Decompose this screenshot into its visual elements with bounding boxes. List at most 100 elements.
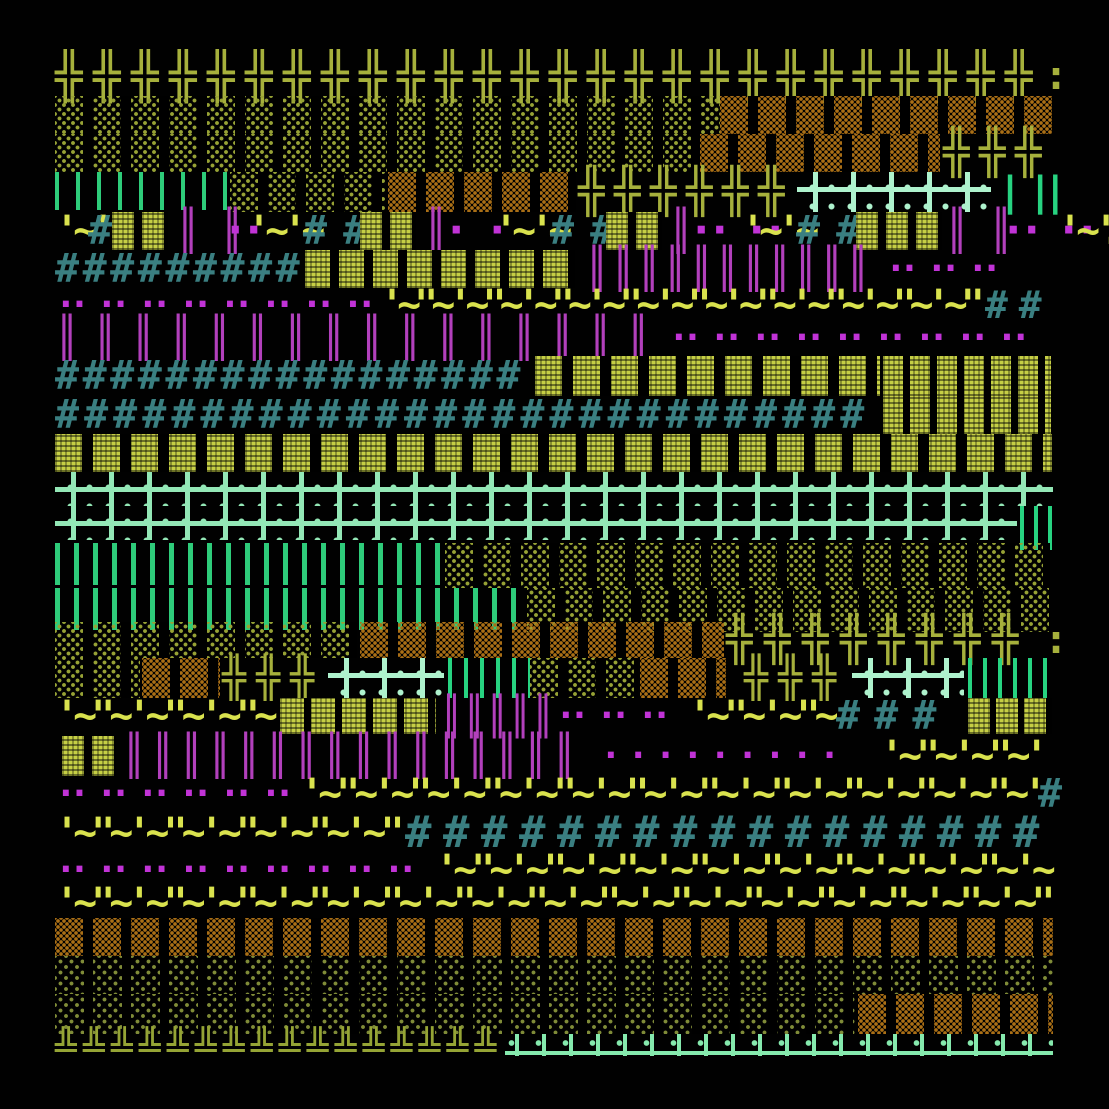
- glyph-run: '~"~'~"~'~"~'~"~'~"~'~"~'~"~'~"~'~: [435, 847, 1056, 893]
- pipes-texture: [448, 658, 530, 698]
- glyph-run: ╬╬╬: [222, 655, 325, 701]
- glyph-run: #########: [55, 246, 304, 292]
- blk-texture: [55, 434, 1052, 472]
- glyph-run: '~': [1058, 208, 1109, 254]
- odots-texture: [360, 622, 724, 658]
- blk-texture: [883, 396, 1051, 434]
- art-row-11: [0, 472, 1109, 506]
- pipes-texture: [55, 543, 442, 585]
- art-row-5: ######### ║║║║║║║║║║║ ·· ·· ··: [0, 246, 1109, 292]
- art-row-25: [0, 994, 1109, 1034]
- dots-texture: [230, 172, 385, 212]
- art-row-12: [0, 506, 1109, 550]
- glyph-run: ╬╬╬╬╬╬: [578, 166, 794, 217]
- pline-texture: [505, 1034, 1053, 1060]
- glyph-run: ║║║║║║║║║║║: [585, 246, 872, 292]
- odots-texture: [700, 134, 940, 172]
- glyph-run: '~"~'~"~'~"~'~"~'~": [55, 810, 405, 856]
- glyph-run: ╩╩╩╩╩╩╩╩╩╩╩╩╩╩╩╩: [55, 1028, 503, 1069]
- glyph-run: '~'~: [494, 208, 572, 254]
- glyph-run: ·· ·· ··: [555, 695, 672, 736]
- glyph-run: # #: [796, 208, 860, 254]
- glyph-run: '~"~'~"~'~"~'~"~'~"~'~"~'~"~'~"~'~"~'~"~…: [55, 880, 1056, 926]
- ddots-texture: [55, 994, 855, 1034]
- glyph-run: #################: [55, 353, 524, 399]
- art-row-3: ╬╬╬╬╬╬ | ||: [0, 166, 1109, 217]
- blk-texture: [305, 250, 575, 288]
- dots-texture: [55, 658, 140, 698]
- odots-texture: [858, 994, 1053, 1034]
- glyph-run: ║: [669, 208, 694, 254]
- glyph-run: ·· ·· ·· ·· ·· ··: [55, 773, 295, 814]
- blk-texture: [968, 698, 1052, 734]
- odots-texture: [142, 658, 220, 698]
- blk-texture: [606, 212, 662, 250]
- art-row-2: ╬╬╬: [0, 127, 1109, 178]
- art-row-17: '~"~'~"~'~"~ ║║║║║ ·· ·· ·· '~"~'~"~ # # #: [0, 693, 1109, 739]
- glyph-run: :: [1044, 53, 1069, 99]
- glyph-run: ║: [424, 208, 449, 254]
- glyph-run: '~': [55, 208, 115, 254]
- glyph-run: # #: [303, 208, 367, 254]
- dots-texture: [55, 96, 720, 134]
- art-row-4: '~' # ║ ║ ·· '~'~ # # ║ · · '~'~ # # ║ ·· ·· '~'~ # #…: [0, 205, 1109, 256]
- glyph-run: #################: [405, 807, 1051, 858]
- art-row-22: '~"~'~"~'~"~'~"~'~"~'~"~'~"~'~"~'~"~'~"~…: [0, 880, 1109, 926]
- glyph-run: # #: [985, 283, 1042, 327]
- art-row-0: ╬╬╬╬╬╬╬╬╬╬╬╬╬╬╬╬╬╬╬╬╬╬╬╬╬╬:: [0, 53, 1109, 99]
- art-row-26: ╩╩╩╩╩╩╩╩╩╩╩╩╩╩╩╩: [0, 1028, 1109, 1069]
- blk-texture: [112, 212, 168, 250]
- glyph-run: ╬╬╬: [943, 127, 1051, 178]
- glyph-run: # # #: [836, 693, 936, 739]
- glyph-run: ╬╬╬: [744, 655, 847, 701]
- art-row-13: [0, 543, 1109, 588]
- odots-texture: [55, 918, 1053, 956]
- art-row-18: ║║║║║║║║║║║║║║║║ · · · · · · · · · '~"~'~"…: [0, 736, 1109, 776]
- dots-texture: [530, 658, 638, 698]
- art-row-7: ║║║║║║║║║║║║║║║║ ·· ·· ·· ·· ·· ·· ·· ·· …: [0, 315, 1109, 361]
- glyph-run: '~"~'~"~: [688, 693, 839, 739]
- plus-texture: [797, 172, 991, 212]
- art-row-20: '~"~'~"~'~"~'~"~'~" #################: [0, 807, 1109, 858]
- glyph-run: ║║║║║║║║║║║║║║║║: [55, 315, 665, 361]
- blk-texture: [856, 212, 942, 250]
- blk-texture: [535, 356, 880, 396]
- pipes-texture: [1020, 506, 1054, 550]
- art-row-23: [0, 918, 1109, 956]
- art-row-21: ·· ·· ·· ·· ·· ·· ·· ·· ·· '~"~'~"~'~"~'~…: [0, 847, 1109, 893]
- odots-texture: [640, 658, 726, 698]
- glyph-run: .: [1100, 211, 1109, 251]
- plus-texture: [328, 658, 444, 698]
- dots-texture: [55, 134, 700, 172]
- glyph-run: #: [1038, 771, 1063, 817]
- glyph-run: '~"~'~"~'~"~: [55, 693, 278, 739]
- glyph-run: # #: [550, 208, 614, 254]
- blk-texture: [62, 736, 116, 776]
- pipes-texture: [968, 658, 1054, 704]
- glyph-run: ║║║║║: [440, 694, 555, 738]
- odots-texture: [388, 172, 576, 212]
- blk-texture: [280, 698, 436, 734]
- dots-texture: [55, 622, 357, 658]
- glyph-run: ╬╬╬╬╬╬╬╬: [726, 614, 1030, 665]
- art-row-15: ╬╬╬╬╬╬╬╬:: [0, 614, 1109, 665]
- art-row-24: [0, 956, 1109, 994]
- art-row-6: ·· ·· ·· ·· ·· ·· ·· ·· '~"~'~"~'~"~'~"~'…: [0, 283, 1109, 327]
- art-row-19: ·· ·· ·· ·· ·· ·· '~"~'~"~'~"~'~"~'~"~'~"…: [0, 771, 1109, 817]
- blk-texture: [360, 212, 416, 250]
- glyph-run: '~"~'~"~': [880, 733, 1049, 779]
- plus-texture: [55, 506, 1017, 540]
- glyph-run: ·· ··: [688, 205, 788, 256]
- odots-texture: [720, 96, 1053, 134]
- glyph-run: ║ ║: [945, 208, 1013, 254]
- glyph-run: :: [1044, 617, 1069, 663]
- glyph-run: · · · · · · · · ·: [600, 735, 840, 776]
- glyph-run: ############################: [55, 392, 870, 438]
- art-row-1: [0, 96, 1109, 134]
- glyph-run: '~'~: [741, 208, 819, 254]
- art-row-10: [0, 434, 1109, 472]
- glyph-run: ║║║║║║║║║║║║║║║║: [122, 733, 581, 779]
- plus-texture: [852, 658, 964, 698]
- pipes-texture: [55, 172, 227, 210]
